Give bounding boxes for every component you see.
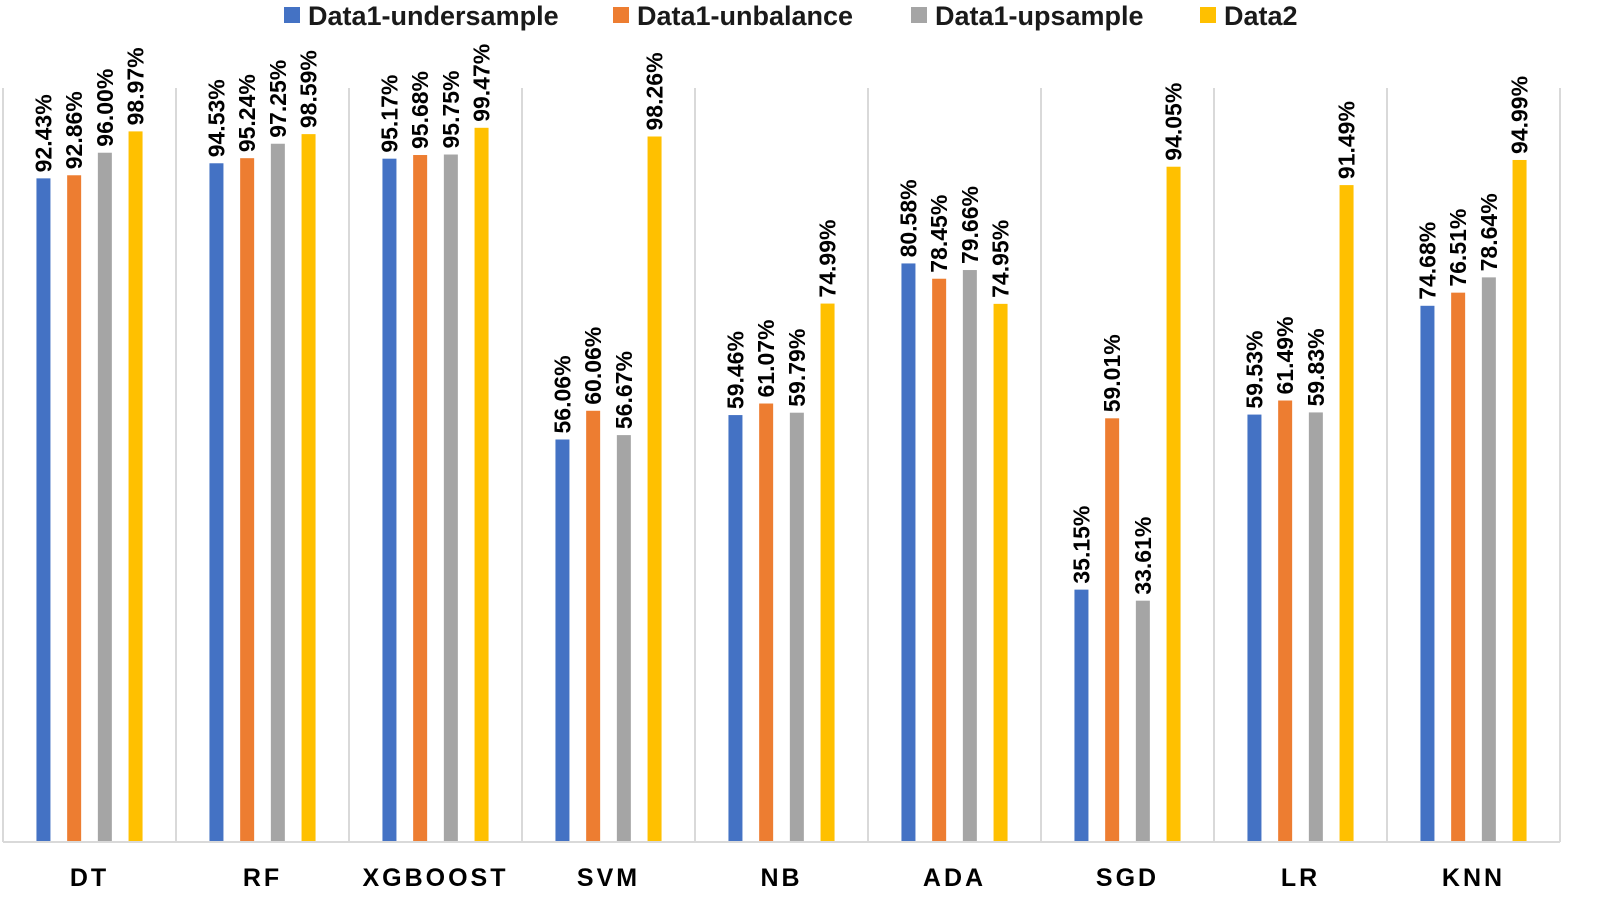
bar-lr-data1-undersample xyxy=(1247,414,1262,842)
bar-svm-data1-unbalance xyxy=(586,410,601,842)
bar-sgd-data1-unbalance xyxy=(1105,418,1120,842)
data-label-rf-data2: 98.59% xyxy=(296,50,322,128)
legend-swatch xyxy=(613,7,629,23)
bar-nb-data2 xyxy=(820,303,835,843)
data-label-rf-data1-upsample: 97.25% xyxy=(265,60,291,138)
legend-label: Data1-undersample xyxy=(308,1,559,31)
bar-sgd-data1-upsample xyxy=(1135,600,1150,842)
legend-label: Data1-unbalance xyxy=(637,1,853,31)
x-tick-label-sgd: SGD xyxy=(1096,864,1159,892)
bar-nb-data1-unbalance xyxy=(759,403,774,842)
bar-lr-data2 xyxy=(1339,185,1354,842)
bar-sgd-data1-undersample xyxy=(1074,589,1089,842)
data-labels: 92.43% 92.86% 96.00% 98.97% 94.53% 95.24% 97.2… xyxy=(30,44,1532,595)
bar-dt-data2 xyxy=(128,131,143,843)
category-separators xyxy=(2,88,1561,842)
data-label-nb-data1-unbalance: 61.07% xyxy=(753,320,779,398)
data-label-xgboost-data1-undersample: 95.17% xyxy=(376,75,402,153)
data-label-nb-data2: 74.99% xyxy=(815,220,841,298)
data-label-dt-data2: 98.97% xyxy=(123,47,149,125)
bar-rf-data1-undersample xyxy=(209,163,224,842)
bar-xgboost-data1-unbalance xyxy=(413,155,428,843)
legend-swatch xyxy=(911,7,927,23)
bar-rf-data2 xyxy=(301,134,316,843)
bar-svm-data1-undersample xyxy=(555,439,570,842)
x-axis-tick-labels: DT RF XGBOOST SVM NB ADA SGD LR KNN xyxy=(70,864,1505,892)
data-label-svm-data1-upsample: 56.67% xyxy=(611,351,637,429)
x-tick-label-rf: RF xyxy=(243,864,282,892)
data-label-knn-data2: 94.99% xyxy=(1507,76,1533,154)
chart-legend: Data1-undersample Data1-unbalance Data1-up… xyxy=(284,1,1298,31)
data-label-rf-data1-unbalance: 95.24% xyxy=(234,74,260,152)
bar-knn-data1-upsample xyxy=(1481,277,1496,842)
legend-swatch xyxy=(284,7,300,23)
legend-item-data1-upsample: Data1-upsample xyxy=(911,1,1144,31)
data-label-sgd-data1-undersample: 35.15% xyxy=(1068,506,1094,584)
bar-rf-data1-unbalance xyxy=(240,158,255,842)
bar-svm-data2 xyxy=(647,136,662,843)
bar-sgd-data2 xyxy=(1166,166,1181,842)
data-label-dt-data1-upsample: 96.00% xyxy=(92,69,118,147)
data-label-lr-data1-unbalance: 61.49% xyxy=(1272,316,1298,394)
legend-item-data1-unbalance: Data1-unbalance xyxy=(613,1,853,31)
bar-series xyxy=(36,127,1527,843)
bar-lr-data1-unbalance xyxy=(1278,400,1293,842)
legend-label: Data2 xyxy=(1224,1,1298,31)
data-label-lr-data1-upsample: 59.83% xyxy=(1303,328,1329,406)
bar-xgboost-data1-upsample xyxy=(443,154,458,842)
x-tick-label-dt: DT xyxy=(70,864,109,892)
data-label-svm-data2: 98.26% xyxy=(642,52,668,130)
legend-item-data1-undersample: Data1-undersample xyxy=(284,1,559,31)
data-label-rf-data1-undersample: 94.53% xyxy=(203,79,229,157)
data-label-ada-data1-unbalance: 78.45% xyxy=(926,195,952,273)
x-tick-label-knn: KNN xyxy=(1442,864,1505,892)
bar-dt-data1-upsample xyxy=(97,152,112,843)
data-label-xgboost-data1-upsample: 95.75% xyxy=(438,70,464,148)
bar-dt-data1-unbalance xyxy=(67,175,82,842)
bar-knn-data1-unbalance xyxy=(1451,292,1466,842)
bar-xgboost-data2 xyxy=(474,127,489,842)
data-label-knn-data1-undersample: 74.68% xyxy=(1414,222,1440,300)
data-label-xgboost-data1-unbalance: 95.68% xyxy=(407,71,433,149)
data-label-sgd-data1-upsample: 33.61% xyxy=(1130,517,1156,595)
bar-ada-data1-upsample xyxy=(962,270,977,842)
data-label-xgboost-data2: 99.47% xyxy=(469,44,495,122)
bar-knn-data1-undersample xyxy=(1420,305,1435,842)
legend-item-data2: Data2 xyxy=(1200,1,1298,31)
data-label-svm-data1-undersample: 56.06% xyxy=(549,355,575,433)
bar-lr-data1-upsample xyxy=(1308,412,1323,842)
data-label-knn-data1-unbalance: 76.51% xyxy=(1445,209,1471,287)
data-label-nb-data1-upsample: 59.79% xyxy=(784,329,810,407)
data-label-lr-data1-undersample: 59.53% xyxy=(1241,331,1267,409)
data-label-dt-data1-undersample: 92.43% xyxy=(30,94,56,172)
legend-swatch xyxy=(1200,7,1216,23)
x-tick-label-ada: ADA xyxy=(923,864,986,892)
bar-ada-data1-undersample xyxy=(901,263,916,842)
x-tick-label-svm: SVM xyxy=(577,864,640,892)
x-tick-label-lr: LR xyxy=(1281,864,1320,892)
data-label-lr-data2: 91.49% xyxy=(1334,101,1360,179)
bar-rf-data1-upsample xyxy=(270,143,285,842)
data-label-sgd-data2: 94.05% xyxy=(1161,83,1187,161)
bar-nb-data1-undersample xyxy=(728,415,743,842)
bar-dt-data1-undersample xyxy=(36,178,51,842)
data-label-ada-data2: 74.95% xyxy=(988,220,1014,298)
data-label-ada-data1-upsample: 79.66% xyxy=(957,186,983,264)
legend-label: Data1-upsample xyxy=(935,1,1144,31)
bar-ada-data2 xyxy=(993,303,1008,842)
data-label-sgd-data1-unbalance: 59.01% xyxy=(1099,334,1125,412)
data-label-nb-data1-undersample: 59.46% xyxy=(722,331,748,409)
x-tick-label-xgboost: XGBOOST xyxy=(362,864,508,892)
bar-svm-data1-upsample xyxy=(616,435,631,842)
bar-xgboost-data1-undersample xyxy=(382,158,397,843)
data-label-ada-data1-undersample: 80.58% xyxy=(895,179,921,257)
bar-ada-data1-unbalance xyxy=(932,278,947,842)
data-label-knn-data1-upsample: 78.64% xyxy=(1476,193,1502,271)
bar-knn-data2 xyxy=(1512,159,1527,842)
data-label-dt-data1-unbalance: 92.86% xyxy=(61,91,87,169)
x-tick-label-nb: NB xyxy=(760,864,802,892)
bar-nb-data1-upsample xyxy=(789,412,804,842)
data-label-svm-data1-unbalance: 60.06% xyxy=(580,327,606,405)
